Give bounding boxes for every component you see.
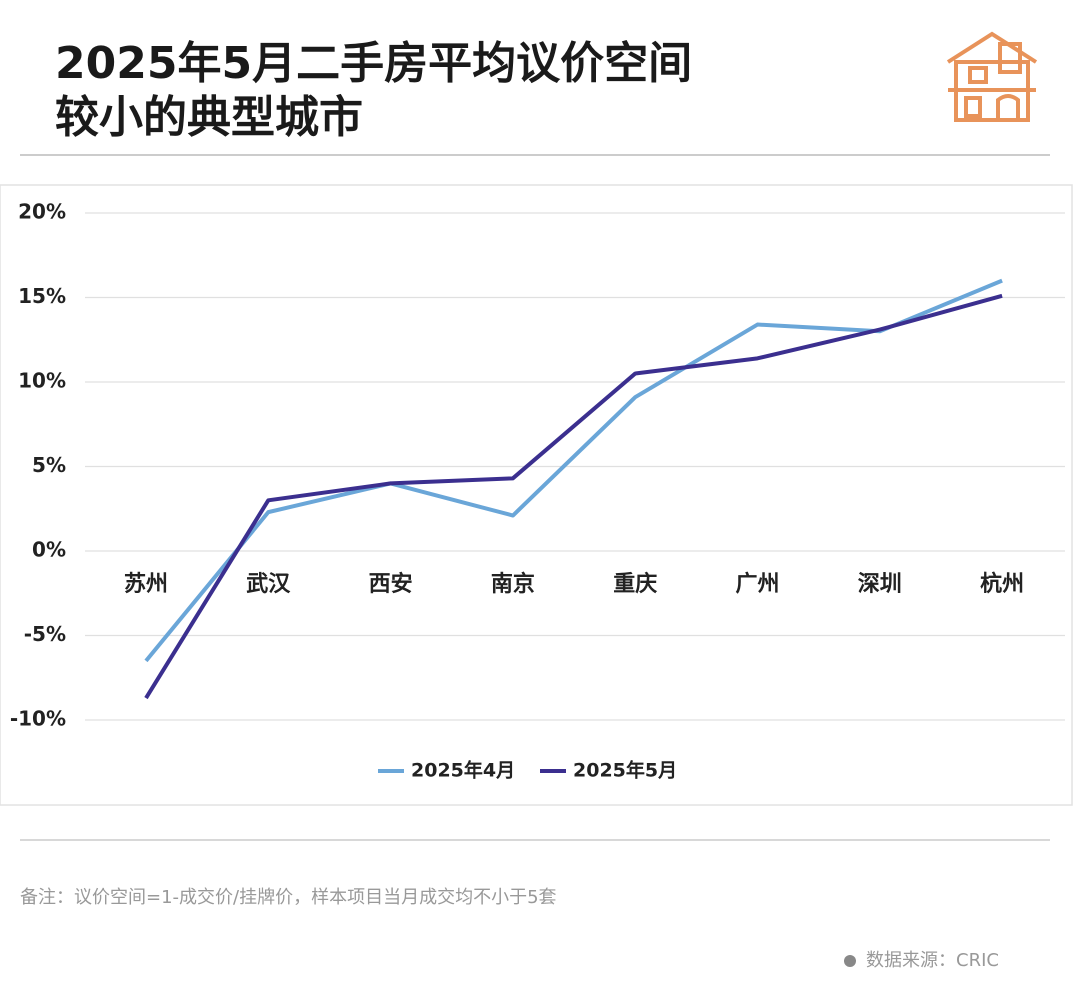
y-tick-label: 10% xyxy=(18,369,66,393)
note: 备注：议价空间=1-成交价/挂牌价，样本项目当月成交均不小于5套 xyxy=(20,887,557,908)
y-tick-label: -5% xyxy=(24,622,66,646)
legend-label: 2025年5月 xyxy=(573,759,677,782)
source: 数据来源：CRIC xyxy=(866,950,999,971)
x-tick-label: 杭州 xyxy=(980,571,1024,597)
series-line xyxy=(144,293,1003,700)
y-tick-label: 5% xyxy=(32,453,66,477)
house-icon xyxy=(946,31,1038,122)
x-tick-label: 重庆 xyxy=(613,571,657,597)
y-tick-label: 15% xyxy=(18,284,66,308)
series-line xyxy=(144,278,1003,663)
title-line-2: 较小的典型城市 xyxy=(55,92,363,143)
legend-label: 2025年4月 xyxy=(411,759,515,782)
x-tick-label: 苏州 xyxy=(124,571,168,597)
plot: 20% 15% 10% 5% 0% -5% -10% 苏州 武汉 西安 南京 重庆 广州 深圳 杭州 2025… xyxy=(10,200,1065,782)
y-tick-label: -10% xyxy=(10,707,66,731)
y-tick-label: 20% xyxy=(18,200,66,224)
x-tick-label: 广州 xyxy=(735,571,779,597)
x-tick-label: 深圳 xyxy=(858,572,902,597)
y-tick-label: 0% xyxy=(32,538,66,562)
x-tick-label: 南京 xyxy=(491,571,535,597)
x-tick-label: 武汉 xyxy=(246,572,291,597)
chart-frame xyxy=(0,184,1073,806)
title-line-1: 2025年5月二手房平均议价空间 xyxy=(55,38,692,89)
source-dot xyxy=(844,955,856,967)
x-tick-label: 西安 xyxy=(369,571,413,597)
